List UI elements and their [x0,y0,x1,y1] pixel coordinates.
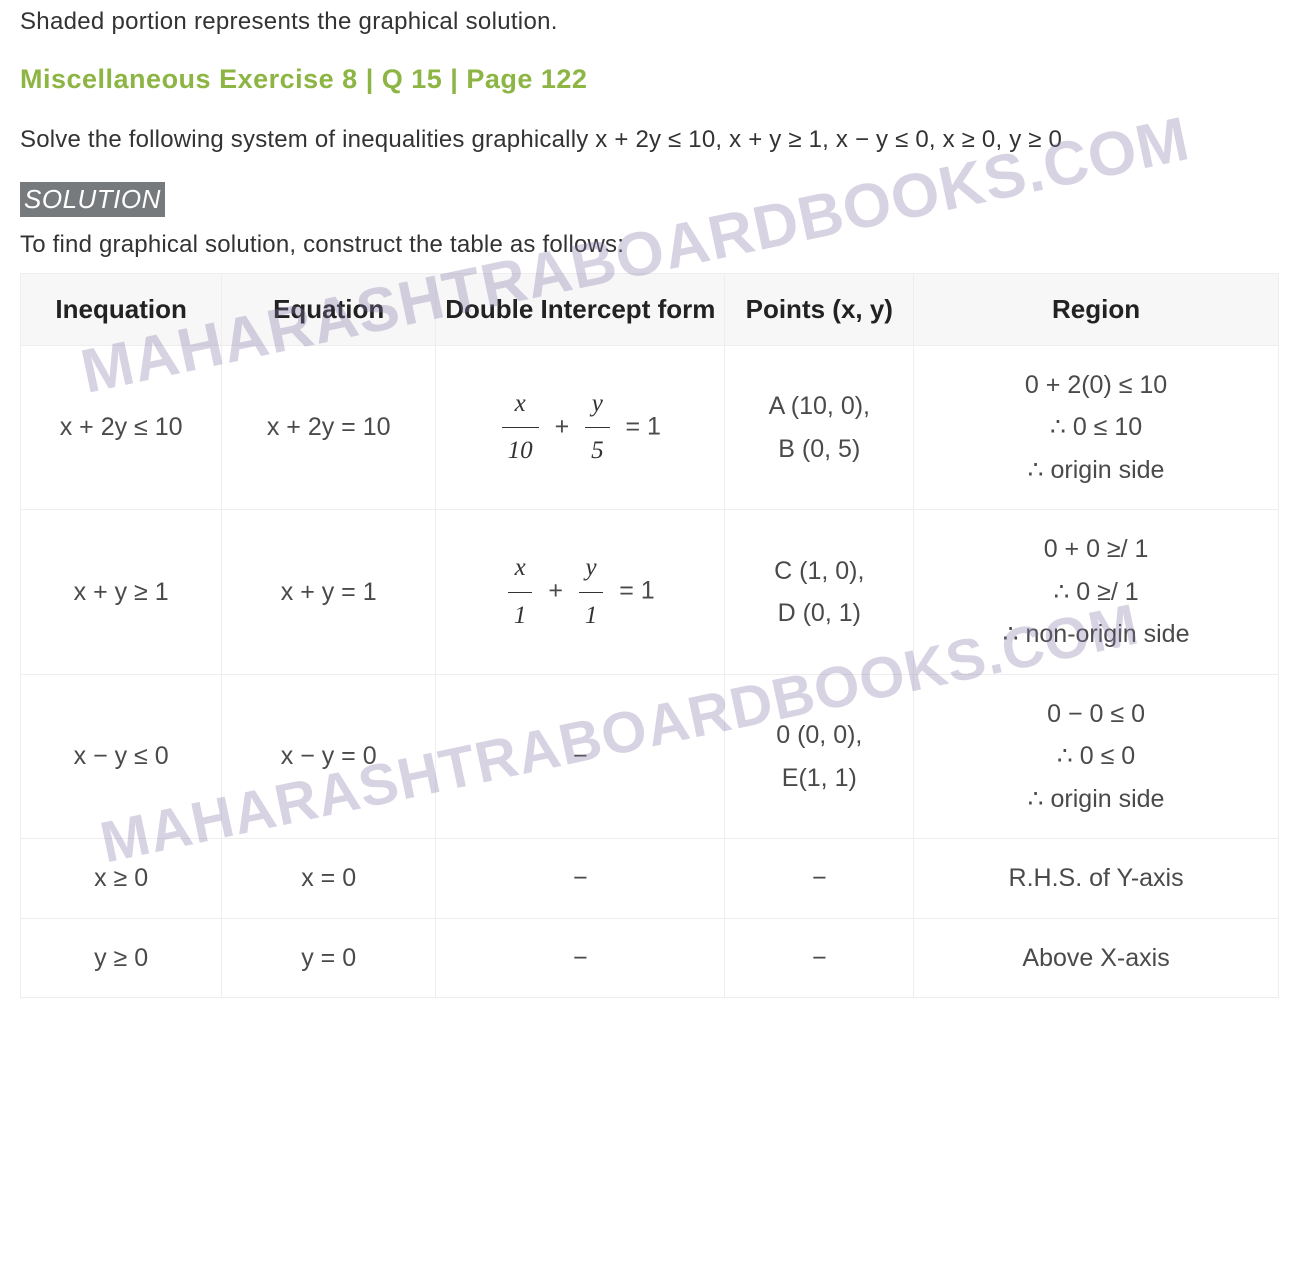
table-row: y ≥ 0y = 0−−Above X-axis [21,918,1279,998]
col-header-double-intercept: Double Intercept form [436,273,725,345]
cell-inequation: x ≥ 0 [21,839,222,919]
table-row: x + y ≥ 1x + y = 1x1 + y1 = 1C (1, 0),D … [21,510,1279,675]
table-row: x + 2y ≤ 10x + 2y = 10x10 + y5 = 1A (10,… [21,345,1279,510]
intro-text: Shaded portion represents the graphical … [20,8,1279,36]
col-header-inequation: Inequation [21,273,222,345]
cell-points: − [725,918,914,998]
cell-inequation: x + 2y ≤ 10 [21,345,222,510]
cell-inequation: y ≥ 0 [21,918,222,998]
cell-double-intercept: − [436,839,725,919]
cell-region: 0 + 0 ≥/ 1∴ 0 ≥/ 1∴ non-origin side [914,510,1279,675]
solution-intro: To find graphical solution, construct th… [20,231,1279,259]
cell-double-intercept: x10 + y5 = 1 [436,345,725,510]
col-header-region: Region [914,273,1279,345]
cell-points: 0 (0, 0),E(1, 1) [725,674,914,839]
cell-points: − [725,839,914,919]
cell-region: 0 + 2(0) ≤ 10∴ 0 ≤ 10∴ origin side [914,345,1279,510]
table-row: x − y ≤ 0x − y = 0−0 (0, 0),E(1, 1)0 − 0… [21,674,1279,839]
problem-statement: Solve the following system of inequaliti… [20,123,1279,158]
cell-region: R.H.S. of Y-axis [914,839,1279,919]
cell-points: C (1, 0),D (0, 1) [725,510,914,675]
cell-inequation: x − y ≤ 0 [21,674,222,839]
cell-double-intercept: − [436,918,725,998]
cell-equation: x = 0 [222,839,436,919]
col-header-equation: Equation [222,273,436,345]
exercise-heading: Miscellaneous Exercise 8 | Q 15 | Page 1… [20,64,1279,95]
table-header-row: Inequation Equation Double Intercept for… [21,273,1279,345]
cell-double-intercept: − [436,674,725,839]
cell-region: Above X-axis [914,918,1279,998]
cell-equation: x + 2y = 10 [222,345,436,510]
cell-inequation: x + y ≥ 1 [21,510,222,675]
cell-equation: y = 0 [222,918,436,998]
cell-region: 0 − 0 ≤ 0∴ 0 ≤ 0∴ origin side [914,674,1279,839]
col-header-points: Points (x, y) [725,273,914,345]
solution-table: Inequation Equation Double Intercept for… [20,273,1279,999]
cell-double-intercept: x1 + y1 = 1 [436,510,725,675]
table-row: x ≥ 0x = 0−−R.H.S. of Y-axis [21,839,1279,919]
cell-equation: x − y = 0 [222,674,436,839]
cell-points: A (10, 0),B (0, 5) [725,345,914,510]
solution-label: SOLUTION [20,182,165,217]
cell-equation: x + y = 1 [222,510,436,675]
